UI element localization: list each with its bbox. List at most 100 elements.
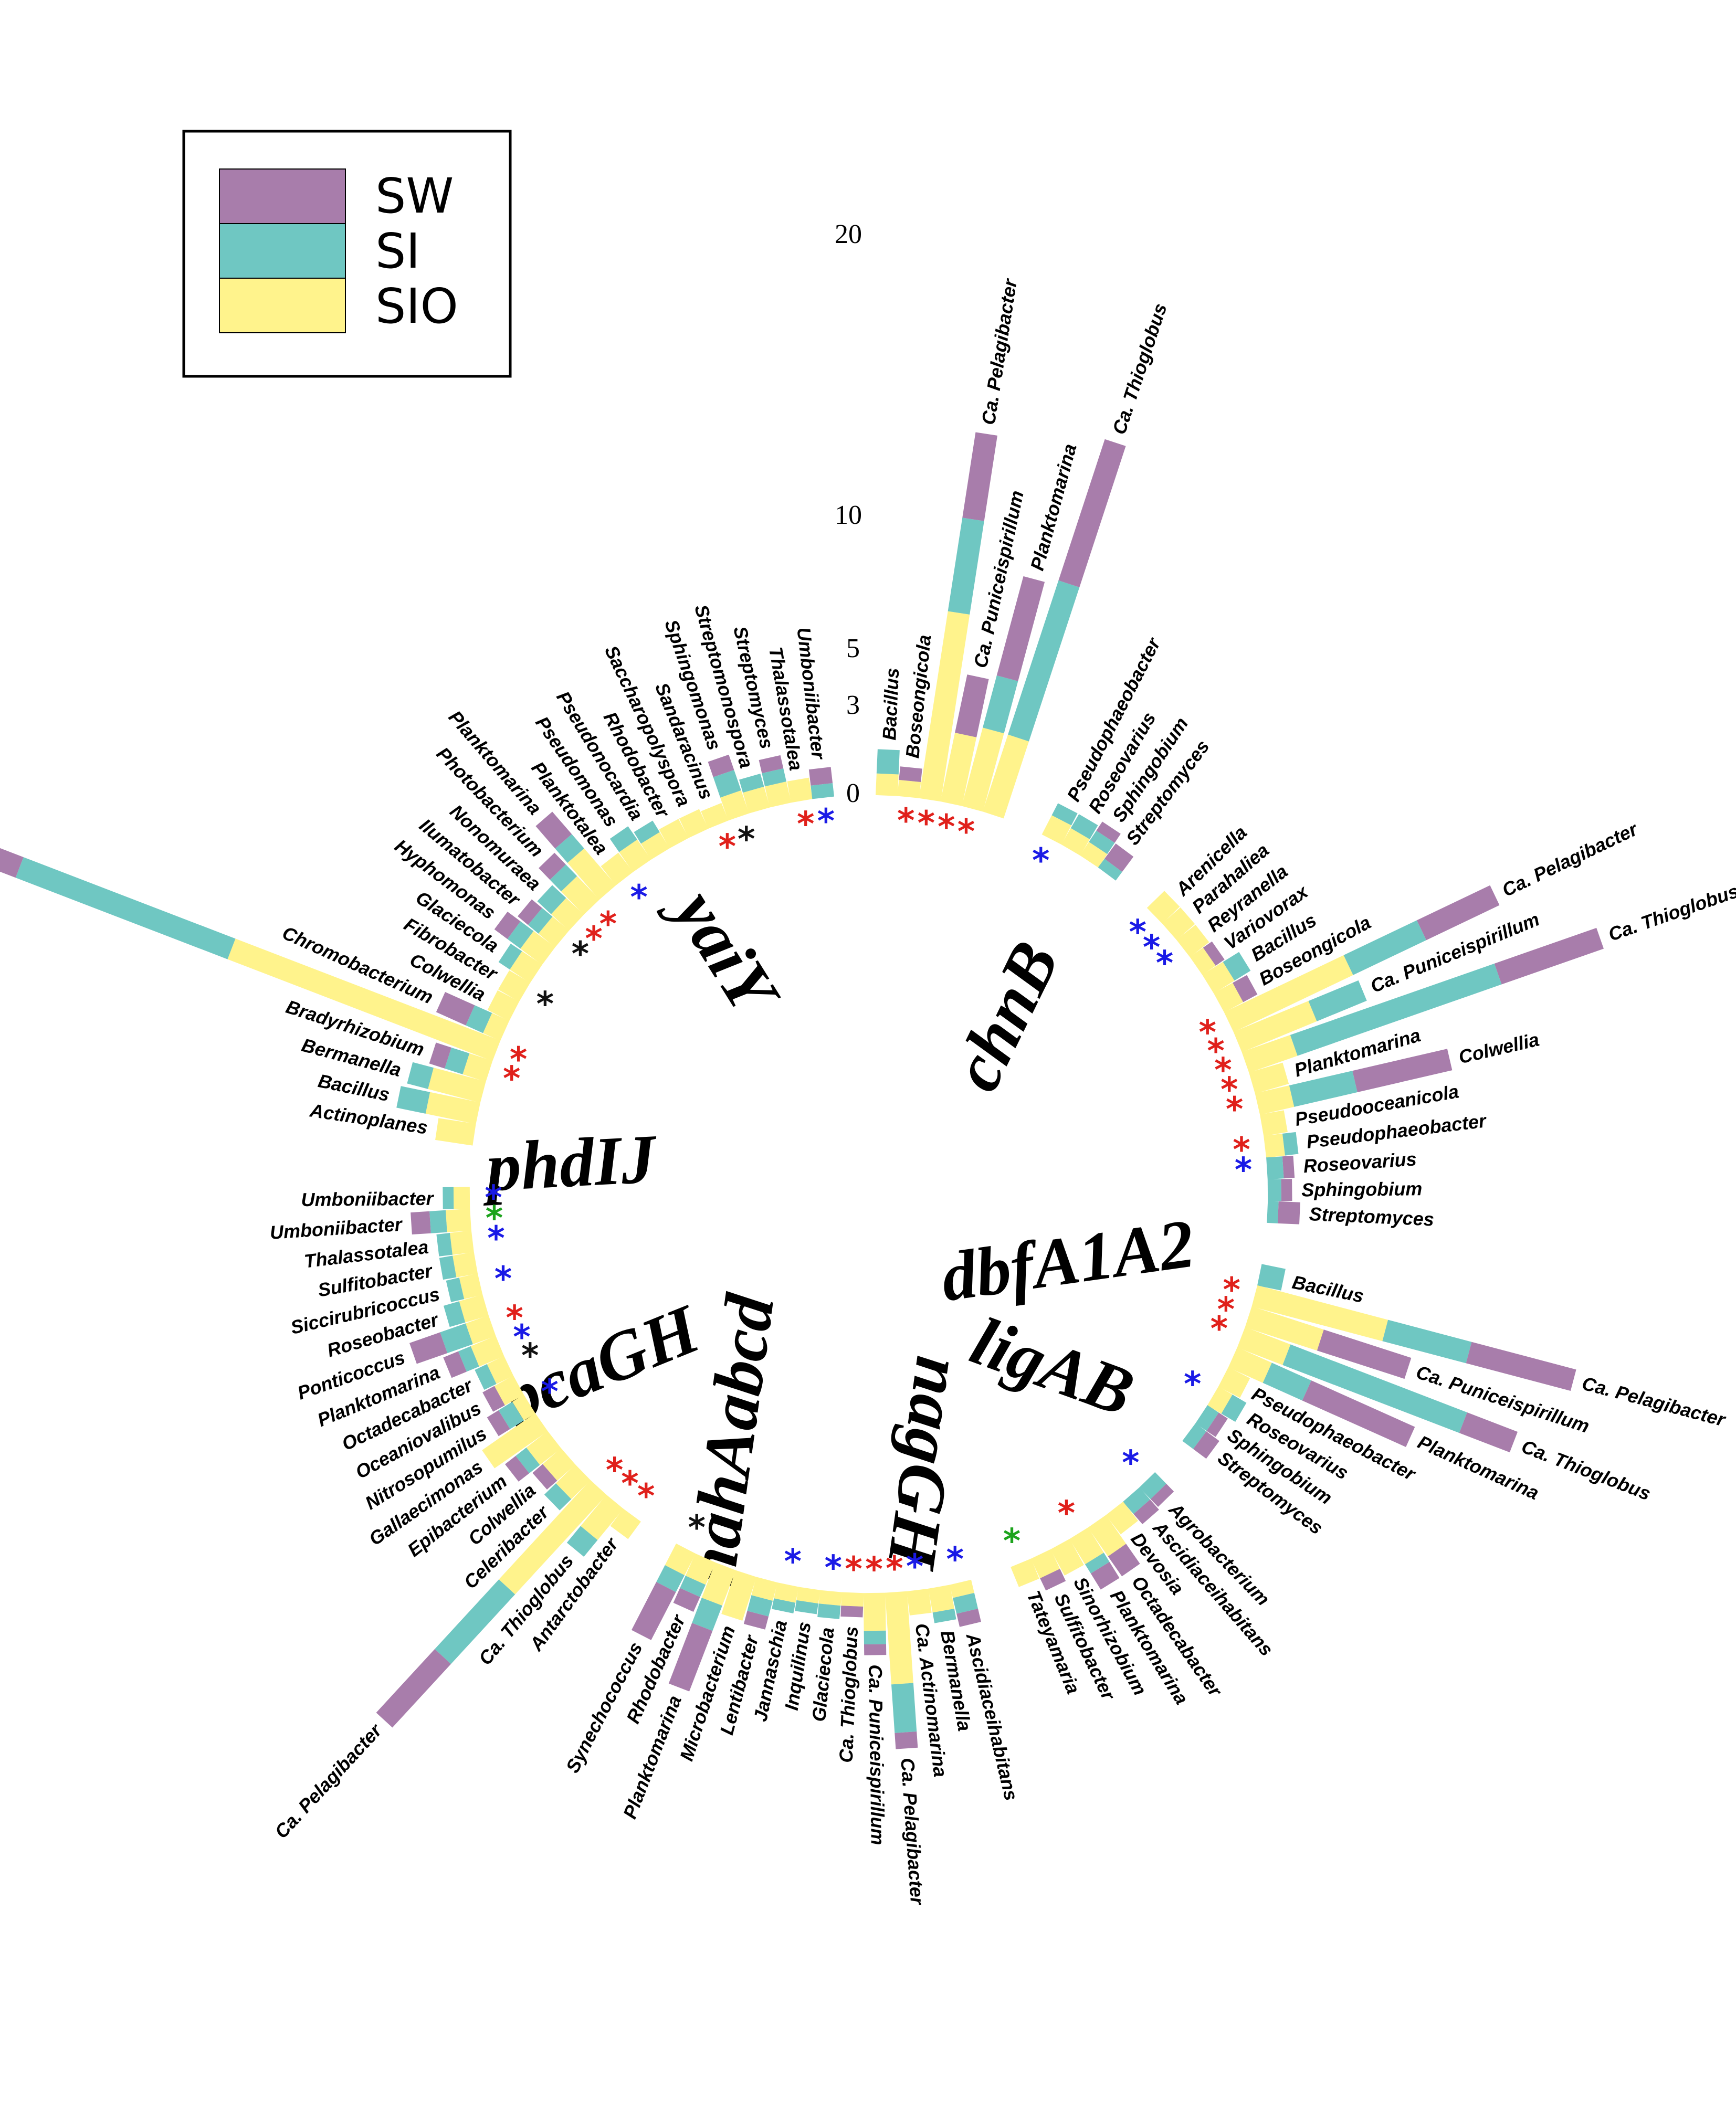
bar-chnb-sandaracinus-19-sio <box>701 803 729 829</box>
bar-phdij-rhodobacter-12-si <box>680 1576 706 1597</box>
bar-label-yaiy-umboniibacter-17: Umboniibacter <box>301 1188 434 1210</box>
bar-dbfa1a2-ca-thioglobus-5-sw <box>1058 439 1126 587</box>
bar-chnb-actinoplanes-0-sio <box>435 1118 476 1146</box>
bar-chnb-sphingomonas-20-si <box>713 769 741 798</box>
bar-yaiy-ca-pelagibacter-2-sio <box>499 1480 607 1595</box>
bar-nahaabcd-streptomyces-8-sw <box>1193 1431 1219 1459</box>
bar-naggh-boseongicola-5-sw <box>1233 975 1258 1002</box>
bar-yaiy-epibacterium-5-sio <box>526 1431 562 1465</box>
bar-ligab-pseudophaeobacter-0-si <box>1051 803 1078 826</box>
bar-ligab-streptomyces-3-si <box>1098 859 1122 881</box>
bar-chnb-pseudonocardia-16-sio <box>640 832 670 860</box>
bar-chnb-umboniibacter-24-si <box>811 783 835 799</box>
bar-naggh-ca-puniceispirillum-7-si <box>1308 980 1367 1021</box>
star-phdij-ca-actinomarina-2: * <box>906 1548 923 1587</box>
bar-nahaabcd-ca-pelagibacter-1-sio <box>1251 1285 1388 1342</box>
bar-chnb-colwellia-6-sio <box>487 990 520 1021</box>
bar-naggh-ca-thioglobus-8-sw <box>1494 927 1604 985</box>
bar-ligab-streptomyces-3-sw <box>1104 843 1134 872</box>
bar-chnb-ilumatobacter-10-si <box>528 907 553 934</box>
star-pcagh-planktomarina-4: * <box>1058 1494 1075 1533</box>
scale-labels: 0 3 5 10 20 <box>835 219 862 808</box>
bar-chnb-bradyrhizobium-3-si <box>445 1047 470 1074</box>
bar-phdij-ca-thioglobus-5-sio <box>841 1592 864 1607</box>
bar-nahaabcd-planktomarina-4-si <box>1262 1363 1311 1401</box>
star-chnb-fibrobacter-7: * <box>536 985 554 1024</box>
star-naggh-reyranella-2: * <box>1156 944 1173 983</box>
star-naggh-colwellia-10: * <box>1226 1091 1243 1129</box>
star-nahaabcd-ca-puniceispirillum-2: * <box>1217 1291 1235 1329</box>
bar-chnb-thalassotalea-23-sio <box>787 777 813 803</box>
bar-naggh-sphingobium-14-si <box>1267 1179 1281 1201</box>
legend-label-sw: SW <box>375 168 454 224</box>
star-dbfa1a2-ca-puniceispirillum-3: * <box>938 808 955 847</box>
star-naggh-ca-puniceispirillum-7: * <box>1207 1032 1224 1071</box>
star-naggh-roseovarius-13: * <box>1235 1151 1252 1190</box>
star-naggh-ca-pelagibacter-6: * <box>1199 1014 1216 1052</box>
bar-phdij-synechococcus-13-sw <box>632 1582 676 1640</box>
bar-naggh-bacillus-4-sio <box>1202 962 1235 994</box>
bar-yaiy-ponticoccus-11-sio <box>465 1315 496 1345</box>
bar-yaiy-octadecabacter-9-sio <box>487 1356 514 1384</box>
star-yaiy-siccirubricoccus-13: * <box>495 1260 512 1298</box>
bar-nahaabcd-pseudophaeobacter-5-sio <box>1218 1367 1250 1398</box>
bar-phdij-bermanella-1-si <box>932 1609 956 1623</box>
scale-tick-10: 10 <box>835 500 862 530</box>
bar-chnb-rhodobacter-17-sio <box>659 819 689 849</box>
bar-pcagh-planktomarina-4-si <box>1085 1553 1110 1574</box>
bar-nahaabcd-ca-puniceispirillum-2-sw <box>1317 1329 1412 1379</box>
bar-yaiy-ca-pelagibacter-2-sw <box>376 1649 451 1728</box>
bar-phdij-ascidiaceihabitans-0-sio <box>950 1579 974 1598</box>
bar-yaiy-celeribacter-3-si <box>544 1483 572 1511</box>
bar-yaiy-nitrosopumilus-7-sw <box>487 1410 510 1437</box>
bar-phdij-jannaschia-8-sio <box>774 1582 799 1603</box>
bar-chnb-streptomyces-22-sw <box>759 755 784 774</box>
bar-naggh-parahaliea-1-sio <box>1162 907 1195 941</box>
bar-naggh-roseovarius-13-sw <box>1282 1155 1295 1179</box>
bar-chnb-saccharopolyspora-18-sio <box>679 809 709 838</box>
bar-phdij-ca-actinomarina-2-sio <box>907 1588 932 1616</box>
star-phdij-ca-thioglobus-5: * <box>845 1550 862 1589</box>
star-chnb-nonomuraea-11: * <box>585 920 602 958</box>
bar-naggh-colwellia-10-si <box>1289 1071 1358 1107</box>
bar-dbfa1a2-planktomarina-4-si <box>983 675 1018 734</box>
bar-chnb-hyphomonas-9-sw <box>494 911 521 939</box>
bar-phdij-inquilinus-7-si <box>795 1600 818 1614</box>
bar-yaiy-planktomarina-10-si <box>458 1346 479 1372</box>
bar-naggh-ca-puniceispirillum-7-sio <box>1233 1001 1317 1052</box>
bar-pcagh-agrobacterium-0-sw <box>1150 1483 1174 1507</box>
bar-yaiy-sulfitobacter-14-si <box>439 1255 457 1280</box>
bar-pcagh-sinorhizobium-5-sio <box>1050 1538 1084 1576</box>
legend-label-sio: SIO <box>375 278 458 334</box>
scale-tick-20: 20 <box>835 219 862 249</box>
bar-label-phdij-ca-puniceispirillum-4: Ca. Puniceispirillum <box>865 1664 889 1845</box>
bar-yaiy-colwellia-4-sio <box>542 1448 576 1481</box>
bar-nahaabcd-ca-thioglobus-3-sw <box>1459 1412 1518 1453</box>
bar-yaiy-umboniibacter-17-sio <box>453 1187 470 1209</box>
bar-phdij-microbacterium-10-sio <box>721 1570 757 1621</box>
bar-chnb-ca-thioglobus-4-si <box>15 857 236 959</box>
bar-chnb-planktomarina-13-si <box>555 834 584 863</box>
bar-naggh-ca-pelagibacter-6-si <box>1343 920 1427 975</box>
star-phdij-glaciecola-6: * <box>824 1549 841 1588</box>
star-naggh-planktomarina-9: * <box>1221 1071 1238 1110</box>
bar-phdij-jannaschia-8-si <box>772 1598 796 1613</box>
bar-dbfa1a2-ca-thioglobus-5-si <box>1008 580 1080 742</box>
star-phdij-ca-pelagibacter-3: * <box>886 1549 903 1588</box>
star-chnb-ca-thioglobus-4: * <box>510 1040 527 1079</box>
bar-ligab-sphingobium-2-si <box>1089 830 1115 854</box>
bar-phdij-lentibacter-9-si <box>747 1595 773 1617</box>
bar-chnb-planktomarina-13-sio <box>567 848 616 900</box>
bar-yaiy-ponticoccus-11-sw <box>409 1332 448 1364</box>
bar-chnb-photobacterium-12-sio <box>561 876 600 915</box>
bar-yaiy-ca-thioglobus-1-si <box>566 1526 598 1557</box>
star-yaiy-octadecabacter-9: * <box>521 1337 539 1376</box>
bar-yaiy-planktomarina-10-sw <box>443 1351 467 1378</box>
bar-dbfa1a2-bacillus-0-si <box>876 749 900 775</box>
bar-yaiy-roseobacter-12-sio <box>459 1294 489 1323</box>
bar-chnb-sphingomonas-20-sw <box>708 754 734 777</box>
bar-dbfa1a2-planktomarina-4-sw <box>996 576 1045 681</box>
star-chnb-umboniibacter-24: * <box>817 803 835 841</box>
bar-chnb-glaciecola-8-si <box>498 943 522 970</box>
bar-nahaabcd-streptomyces-8-si <box>1182 1423 1207 1449</box>
